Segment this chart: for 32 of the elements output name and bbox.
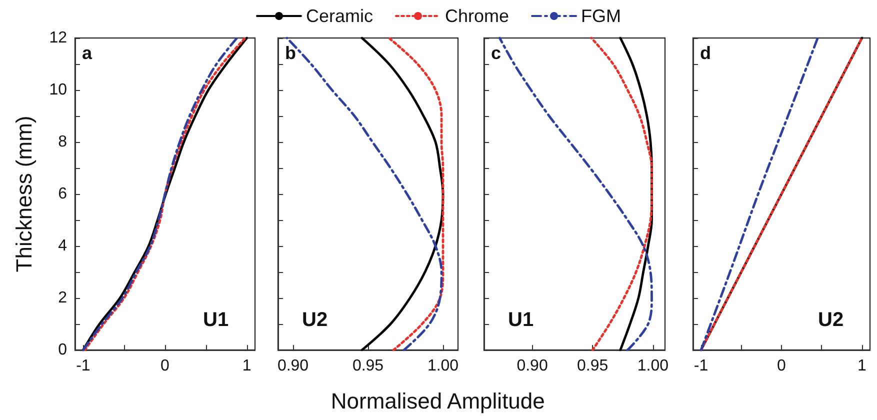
annotation: U1	[203, 309, 229, 331]
y-tick-label: 8	[58, 134, 68, 150]
annotation: U2	[818, 309, 844, 331]
legend-label: Ceramic	[306, 6, 374, 26]
x-tick-label: 0.90	[516, 358, 548, 374]
y-axis-title: Thickness (mm)	[12, 116, 36, 272]
x-tick-label: 0	[160, 358, 170, 374]
x-tick-label: 0.95	[352, 358, 384, 374]
x-tick-label: 1.00	[637, 358, 669, 374]
annotation: a	[82, 43, 93, 63]
x-tick-label: 1.00	[427, 358, 459, 374]
annotation: c	[491, 43, 502, 63]
x-tick-label: 0.95	[577, 358, 608, 374]
legend-label: Chrome	[445, 6, 510, 26]
annotation: U2	[302, 309, 328, 331]
y-tick-label: 12	[49, 30, 68, 46]
x-tick-label: -1	[694, 358, 708, 374]
y-tick-label: 6	[58, 186, 68, 202]
y-tick-label: 4	[58, 238, 68, 254]
legend-label: FGM	[581, 6, 622, 26]
x-tick-label: 0	[777, 358, 786, 374]
x-tick-label: 0.90	[277, 358, 309, 374]
annotation: d	[700, 43, 711, 63]
y-tick-label: 2	[58, 290, 68, 306]
x-tick-label: 1	[858, 358, 866, 374]
annotation: b	[285, 43, 296, 63]
x-tick-label: -1	[76, 358, 90, 374]
x-axis-title: Normalised Amplitude	[330, 388, 545, 414]
x-tick-label: 1	[242, 358, 252, 374]
y-tick-label: 0	[58, 342, 68, 358]
annotation: U1	[508, 309, 534, 331]
y-tick-label: 10	[49, 82, 68, 98]
